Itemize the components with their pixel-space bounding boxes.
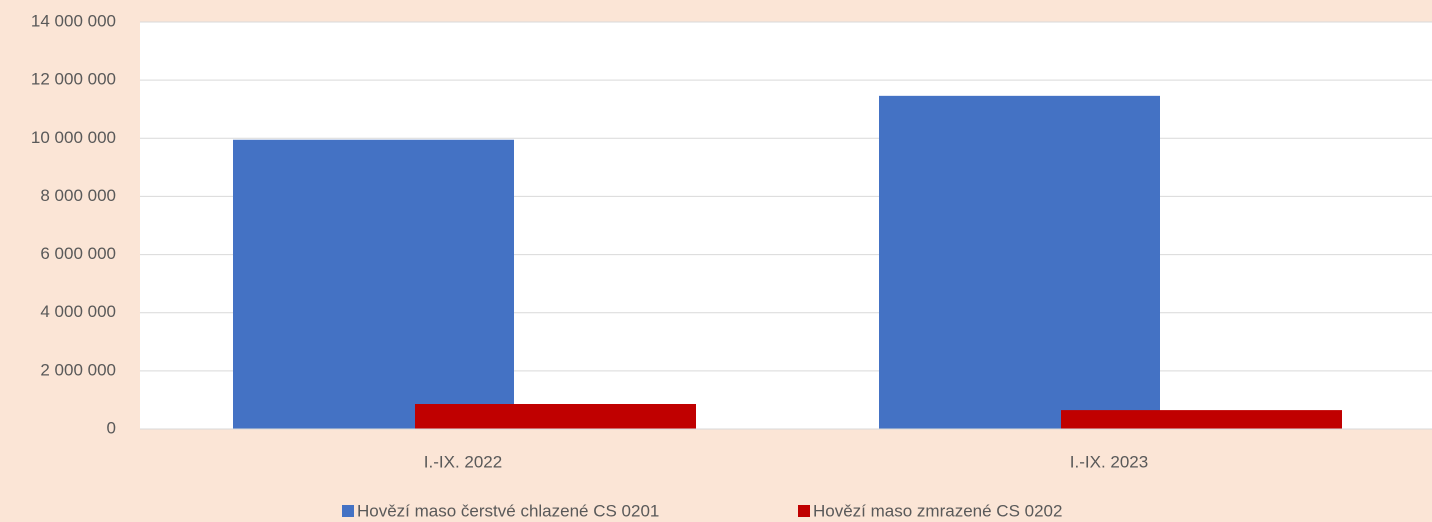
bar [415, 403, 696, 429]
y-tick-label: 4 000 000 [40, 302, 116, 321]
y-tick-label: 0 [107, 418, 116, 437]
bar [233, 139, 514, 429]
legend-label: Hovězí maso zmrazené CS 0202 [813, 501, 1062, 520]
legend-marker [342, 505, 354, 517]
bar [879, 95, 1160, 429]
y-tick-label: 8 000 000 [40, 186, 116, 205]
y-tick-label: 10 000 000 [31, 128, 116, 147]
y-tick-label: 6 000 000 [40, 244, 116, 263]
legend-marker [798, 505, 810, 517]
x-tick-label: I.-IX. 2022 [424, 452, 502, 471]
legend-label: Hovězí maso čerstvé chlazené CS 0201 [357, 501, 659, 520]
y-tick-label: 14 000 000 [31, 11, 116, 30]
bar [1061, 410, 1342, 429]
y-tick-label: 2 000 000 [40, 360, 116, 379]
x-tick-label: I.-IX. 2023 [1070, 452, 1148, 471]
y-tick-label: 12 000 000 [31, 70, 116, 89]
